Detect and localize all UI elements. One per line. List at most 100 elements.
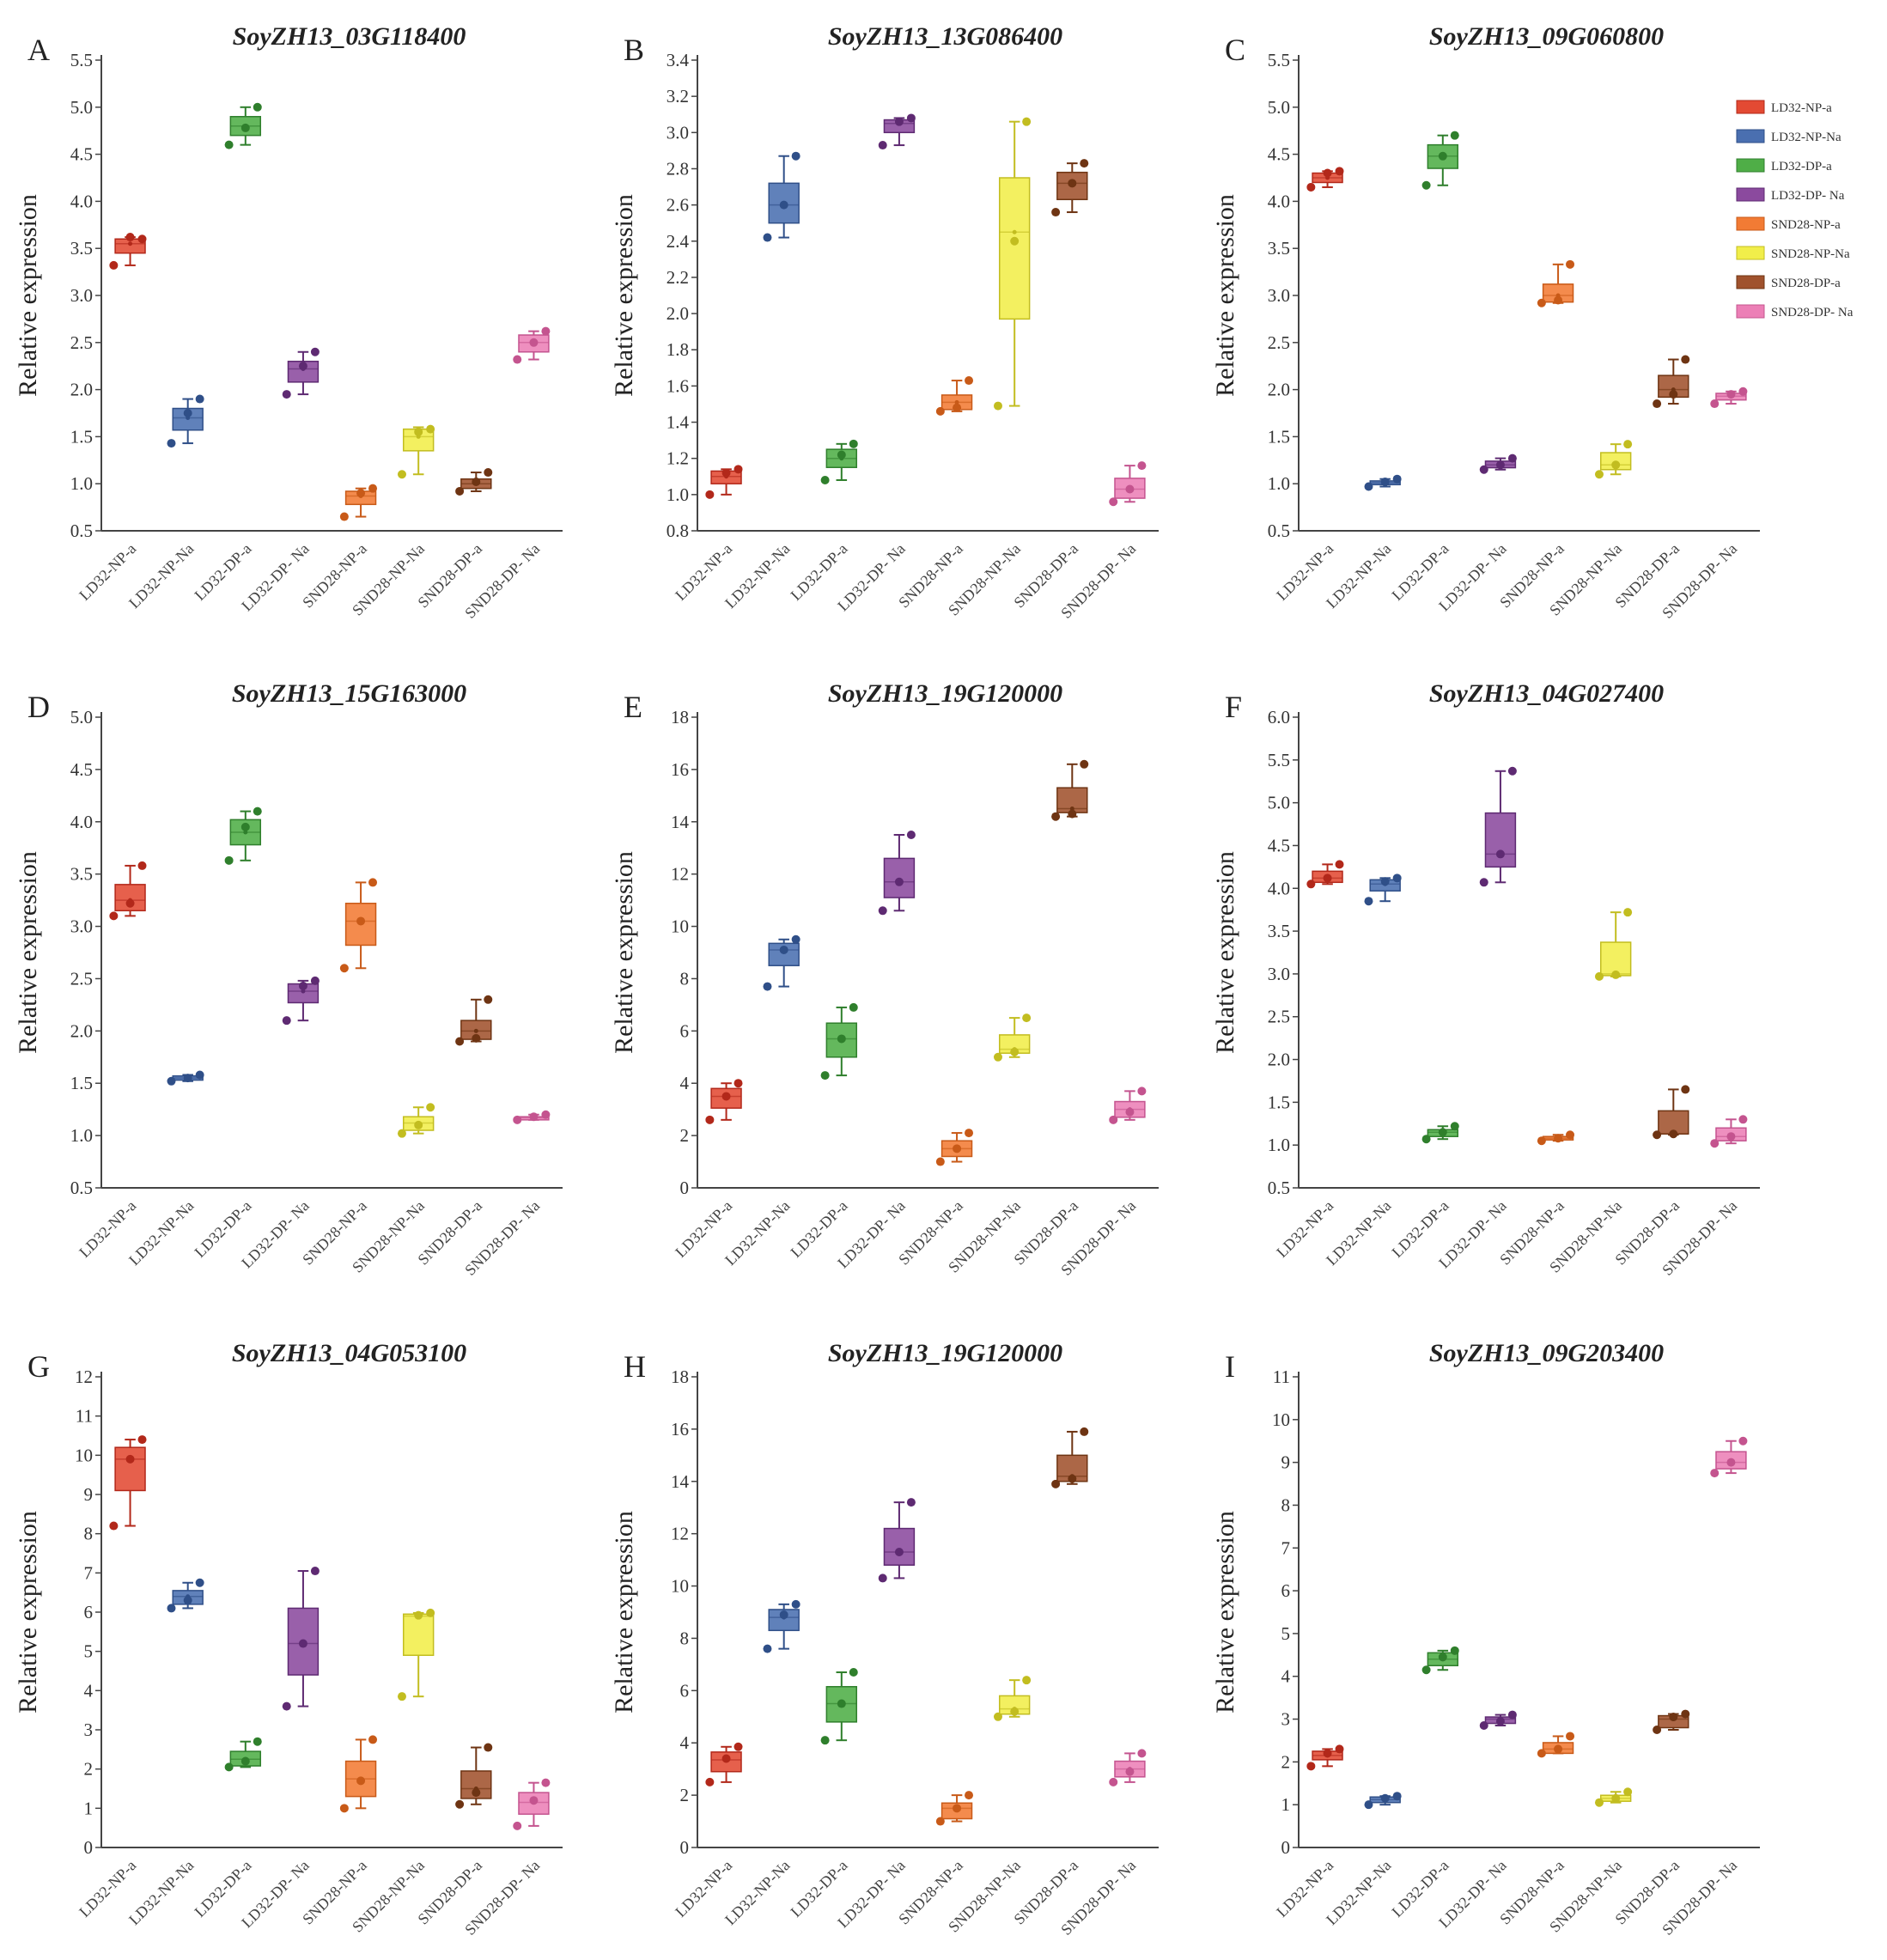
- box-0: [1306, 1744, 1344, 1771]
- data-point: [733, 465, 743, 474]
- data-point: [1421, 1665, 1431, 1675]
- data-point: [1669, 1713, 1678, 1722]
- data-point: [224, 1762, 234, 1772]
- box-0: [705, 465, 743, 499]
- data-point: [993, 1052, 1002, 1062]
- panel-letter: I: [1225, 1349, 1235, 1384]
- y-tick-label: 0.5: [70, 1178, 93, 1198]
- data-point: [339, 512, 349, 521]
- box-3: [1479, 766, 1517, 887]
- y-tick-label: 1.6: [667, 375, 689, 396]
- data-point: [1611, 1793, 1621, 1803]
- data-point: [1726, 1132, 1736, 1141]
- data-point: [1109, 497, 1118, 507]
- data-point: [1495, 849, 1505, 859]
- data-point: [820, 1071, 830, 1080]
- box-2: [224, 1737, 262, 1772]
- box-iqr: [998, 177, 1031, 320]
- box-0: [109, 861, 147, 921]
- data-point: [721, 1092, 731, 1101]
- y-tick-label: 6.0: [1268, 707, 1290, 727]
- y-tick-label: 4.0: [1268, 878, 1290, 898]
- data-point: [137, 1435, 147, 1445]
- box-2: [1421, 131, 1459, 190]
- data-point: [183, 1596, 192, 1605]
- box-6: [455, 995, 493, 1046]
- data-point: [849, 1002, 858, 1012]
- data-point: [1421, 180, 1431, 190]
- data-point: [1080, 1427, 1089, 1436]
- y-axis-label: Relative expression: [610, 194, 638, 397]
- box-mean-marker: [128, 241, 133, 247]
- data-point: [837, 1034, 846, 1044]
- data-point: [721, 468, 731, 478]
- data-point: [1611, 460, 1621, 470]
- y-axis-label: Relative expression: [14, 194, 42, 397]
- data-point: [1109, 1777, 1118, 1787]
- box-1: [763, 934, 800, 991]
- data-point: [1068, 1474, 1077, 1483]
- data-point: [1495, 1717, 1505, 1726]
- box-iqr: [1599, 941, 1632, 977]
- box-4: [339, 878, 378, 973]
- data-point: [253, 1737, 262, 1746]
- data-point: [1726, 1458, 1736, 1467]
- chart-title: SoyZH13_19G120000: [828, 1339, 1062, 1367]
- box-3: [878, 1498, 916, 1583]
- y-tick-label: 4: [680, 1732, 690, 1753]
- chart-panel-b: B SoyZH13_13G086400 Relative expression 0.8…: [610, 22, 1159, 622]
- box-iqr: [114, 884, 146, 912]
- y-tick-label: 3.4: [667, 50, 690, 70]
- data-point: [705, 1777, 715, 1787]
- data-point: [1051, 812, 1061, 821]
- y-tick-label: 1.0: [667, 484, 689, 505]
- legend-swatch: [1736, 187, 1765, 202]
- y-axis-label: Relative expression: [1211, 1511, 1239, 1713]
- data-point: [1681, 355, 1690, 364]
- y-axis-label: Relative expression: [610, 851, 638, 1054]
- box-7: [1109, 461, 1147, 507]
- chart-title: SoyZH13_15G163000: [232, 679, 466, 708]
- box-5: [1594, 440, 1633, 479]
- box-1: [1364, 1792, 1402, 1810]
- box-7: [1109, 1087, 1147, 1124]
- legend-entry: LD32-NP-a: [1771, 101, 1832, 115]
- data-point: [1022, 1676, 1032, 1685]
- data-point: [167, 439, 176, 448]
- data-point: [894, 117, 904, 126]
- data-point: [1421, 1135, 1431, 1144]
- y-axis-label: Relative expression: [1211, 851, 1239, 1054]
- y-tick-label: 2.6: [667, 195, 689, 216]
- data-point: [1479, 465, 1488, 474]
- data-point: [705, 490, 715, 499]
- data-point: [240, 822, 250, 831]
- legend-swatch: [1736, 275, 1765, 289]
- data-point: [1554, 1744, 1563, 1754]
- data-point: [356, 489, 366, 498]
- data-point: [1323, 873, 1332, 883]
- box-iqr: [1484, 812, 1517, 868]
- panel-letter: A: [27, 33, 50, 67]
- y-tick-label: 1.0: [1268, 1135, 1290, 1155]
- data-point: [1051, 1479, 1061, 1488]
- box-7: [513, 326, 551, 364]
- data-point: [339, 964, 349, 973]
- box-2: [224, 102, 262, 149]
- box-6: [1653, 1085, 1690, 1140]
- data-point: [183, 409, 192, 417]
- box-3: [878, 113, 916, 150]
- y-tick-label: 5.0: [70, 707, 93, 727]
- chart-panel-f: F SoyZH13_04G027400 Relative expression 0.5…: [1211, 679, 1760, 1279]
- y-tick-label: 3.5: [1268, 921, 1290, 941]
- data-point: [1137, 1749, 1147, 1758]
- data-point: [1594, 971, 1604, 981]
- chart-title: SoyZH13_03G118400: [233, 22, 466, 51]
- data-point: [529, 338, 539, 347]
- y-tick-label: 10: [671, 1576, 689, 1597]
- data-point: [541, 326, 551, 336]
- y-tick-label: 2.0: [70, 1020, 93, 1041]
- data-point: [426, 1103, 435, 1112]
- y-tick-label: 3.0: [1268, 964, 1290, 984]
- data-point: [1554, 1134, 1563, 1143]
